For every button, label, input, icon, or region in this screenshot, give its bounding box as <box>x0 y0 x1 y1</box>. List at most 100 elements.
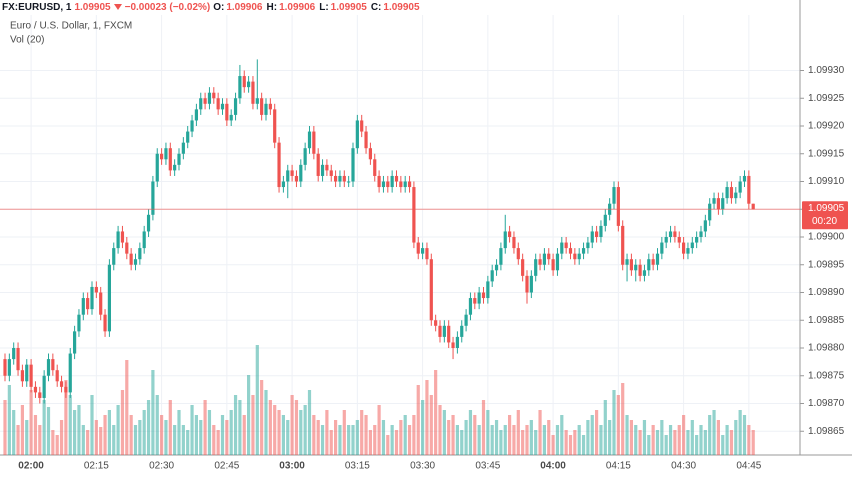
price: 1.09905 <box>74 1 111 13</box>
candle-body <box>268 103 272 110</box>
volume-bar <box>486 410 490 455</box>
candle-body <box>403 181 407 188</box>
volume-bar <box>464 420 468 455</box>
candle-body <box>560 242 564 254</box>
volume-bar <box>421 400 425 455</box>
candle-body <box>316 153 320 176</box>
candle-body <box>568 248 573 254</box>
candle-body <box>177 153 181 165</box>
ohlc-label: C: <box>370 1 382 13</box>
candle-body <box>286 170 290 182</box>
candle-body <box>686 248 690 254</box>
volume-bar <box>325 410 329 455</box>
candle-body <box>212 92 216 99</box>
candle-body <box>629 259 633 271</box>
candle-body <box>708 203 712 221</box>
candle-body <box>525 275 529 293</box>
volume-bar <box>725 425 729 455</box>
volume-bar <box>490 425 494 455</box>
ohlc-label: O: <box>213 1 225 13</box>
volume-bar <box>77 405 81 455</box>
volume-bar <box>151 370 155 455</box>
ohlc-value: 1.09905 <box>330 1 367 13</box>
volume-bar <box>207 410 212 455</box>
candle-body <box>634 264 638 271</box>
ohlc-value: 1.09906 <box>279 1 316 13</box>
candle-body <box>103 314 107 332</box>
candle-body <box>90 286 94 310</box>
candle-body <box>351 148 355 182</box>
candle-body <box>181 142 185 154</box>
candle-body <box>81 298 85 315</box>
volume-bar <box>351 425 355 455</box>
volume-bar <box>294 400 299 455</box>
volume-bar <box>721 435 725 455</box>
candle-body <box>3 359 7 376</box>
volume-bar <box>194 415 198 455</box>
volume-bar <box>268 400 272 455</box>
candle-body <box>355 120 359 149</box>
volume-bar <box>481 400 486 455</box>
volume-bar <box>499 430 503 455</box>
x-tick-label: 02:00 <box>18 461 44 472</box>
volume-bar <box>255 345 259 455</box>
ohlc-label: H: <box>266 1 278 13</box>
candle-body <box>581 248 586 254</box>
volume-bar <box>16 425 20 455</box>
volume-bar <box>216 430 220 455</box>
volume-bar <box>642 420 647 455</box>
y-tick-label: 1.09915 <box>808 148 845 159</box>
x-tick-label: 03:30 <box>410 461 435 472</box>
volume-bar <box>281 415 285 455</box>
candle-body <box>186 131 190 143</box>
candle-body <box>294 175 299 182</box>
candle-body <box>68 353 72 393</box>
volume-bar <box>451 415 455 455</box>
candle-body <box>281 181 285 188</box>
volume-bar <box>560 415 564 455</box>
candle-body <box>412 187 416 243</box>
volume-bar <box>399 420 403 455</box>
candle-body <box>160 153 164 160</box>
volume-bar <box>173 425 177 455</box>
candle-body <box>577 253 581 260</box>
candle-body <box>747 175 751 204</box>
volume-bar <box>112 425 116 455</box>
volume-bar <box>7 385 11 455</box>
volume-bar <box>381 420 386 455</box>
volume-bar <box>447 420 451 455</box>
volume-bar <box>51 430 55 455</box>
candle-body <box>447 325 451 343</box>
change: −0.00023 (−0.02%) <box>124 1 211 13</box>
candle-body <box>490 270 494 282</box>
volume-bar <box>455 425 459 455</box>
volume-bar <box>299 410 303 455</box>
volume-bar <box>81 425 85 455</box>
volume-bar <box>225 420 229 455</box>
candle-body <box>164 148 168 160</box>
candle-body <box>77 314 81 332</box>
volume-bar <box>360 410 364 455</box>
candle-body <box>642 270 647 276</box>
candle-body <box>725 187 729 199</box>
candle-body <box>220 103 225 110</box>
candle-body <box>142 231 146 249</box>
candle-body <box>38 392 42 398</box>
volume-bar <box>33 415 38 455</box>
candle-body <box>512 237 516 249</box>
candle-body <box>664 237 668 243</box>
volume-bar <box>638 430 642 455</box>
y-tick-label: 1.09885 <box>808 315 845 326</box>
volume-bar <box>329 430 333 455</box>
countdown-label: 00:20 <box>812 216 837 227</box>
volume-bar <box>660 420 664 455</box>
candle-body <box>699 231 703 237</box>
chart-title: Euro / U.S. Dollar, 1, FXCM <box>10 21 132 32</box>
y-tick-label: 1.09865 <box>808 426 845 437</box>
candle-body <box>712 198 716 204</box>
volume-bar <box>146 400 151 455</box>
volume-bar <box>677 425 681 455</box>
candle-body <box>16 348 20 371</box>
volume-bar <box>573 430 577 455</box>
